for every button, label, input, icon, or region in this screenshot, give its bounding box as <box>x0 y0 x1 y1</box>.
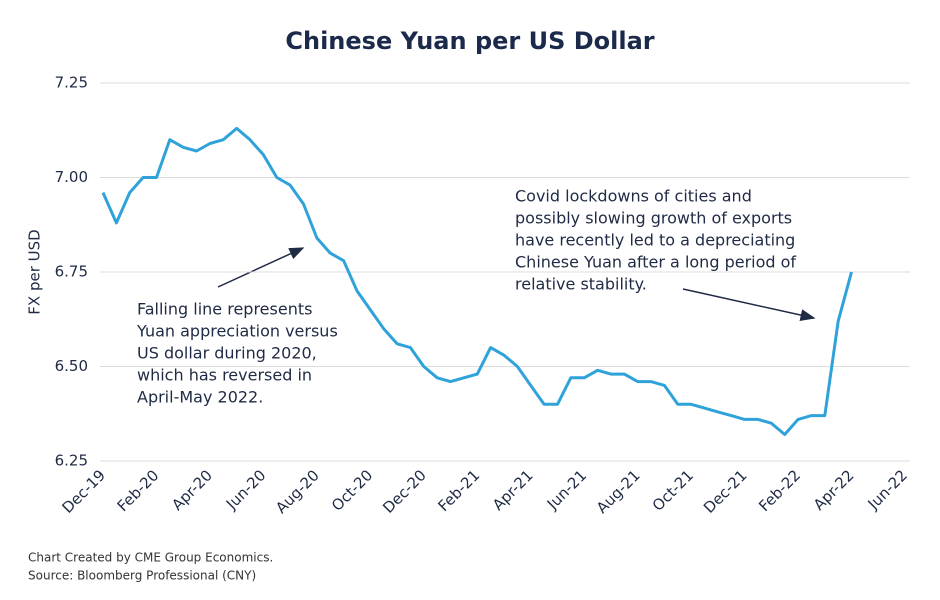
y-tick-label: 6.50 <box>55 357 88 375</box>
annotation: have recently led to a depreciating <box>515 231 795 250</box>
annotation: Covid lockdowns of cities and <box>515 187 752 206</box>
annotation: April-May 2022. <box>137 388 263 407</box>
footer-note: Source: Bloomberg Professional (CNY) <box>28 569 256 583</box>
annotation: Falling line represents <box>137 300 312 319</box>
annotation: US dollar during 2020, <box>137 344 317 363</box>
annotation: possibly slowing growth of exports <box>515 209 792 228</box>
x-tick-label: Oct-20 <box>328 466 376 514</box>
annotation: which has reversed in <box>137 366 312 385</box>
y-axis-label: FX per USD <box>26 229 44 314</box>
x-tick-label: Apr-21 <box>489 466 537 514</box>
x-tick-label: Apr-22 <box>810 466 858 514</box>
y-tick-label: 7.00 <box>55 168 88 186</box>
arrow <box>682 288 816 321</box>
footer-note: Chart Created by CME Group Economics. <box>28 551 273 565</box>
x-tick-label: Aug-20 <box>272 466 323 517</box>
y-tick-label: 6.25 <box>55 452 88 470</box>
x-tick-label: Feb-21 <box>434 466 483 515</box>
y-tick-label: 6.75 <box>55 263 88 281</box>
annotation: relative stability. <box>515 275 647 294</box>
x-tick-label: Apr-20 <box>168 466 216 514</box>
arrow <box>217 247 305 288</box>
x-tick-label: Dec-20 <box>379 466 430 517</box>
x-tick-label: Jun-21 <box>543 466 590 513</box>
annotation: Yuan appreciation versus <box>136 322 338 341</box>
data-line <box>101 126 853 436</box>
x-tick-label: Jun-20 <box>222 466 269 513</box>
annotation: Chinese Yuan after a long period of <box>515 253 796 272</box>
chart-title: Chinese Yuan per US Dollar <box>285 27 654 55</box>
x-tick-label: Feb-20 <box>114 466 163 515</box>
y-tick-label: 7.25 <box>55 74 88 92</box>
x-tick-label: Jun-22 <box>864 466 911 513</box>
x-tick-label: Dec-21 <box>700 466 751 517</box>
x-tick-label: Aug-21 <box>593 466 644 517</box>
x-tick-label: Oct-21 <box>649 466 697 514</box>
x-tick-label: Feb-22 <box>755 466 804 515</box>
x-tick-label: Dec-19 <box>58 466 109 517</box>
